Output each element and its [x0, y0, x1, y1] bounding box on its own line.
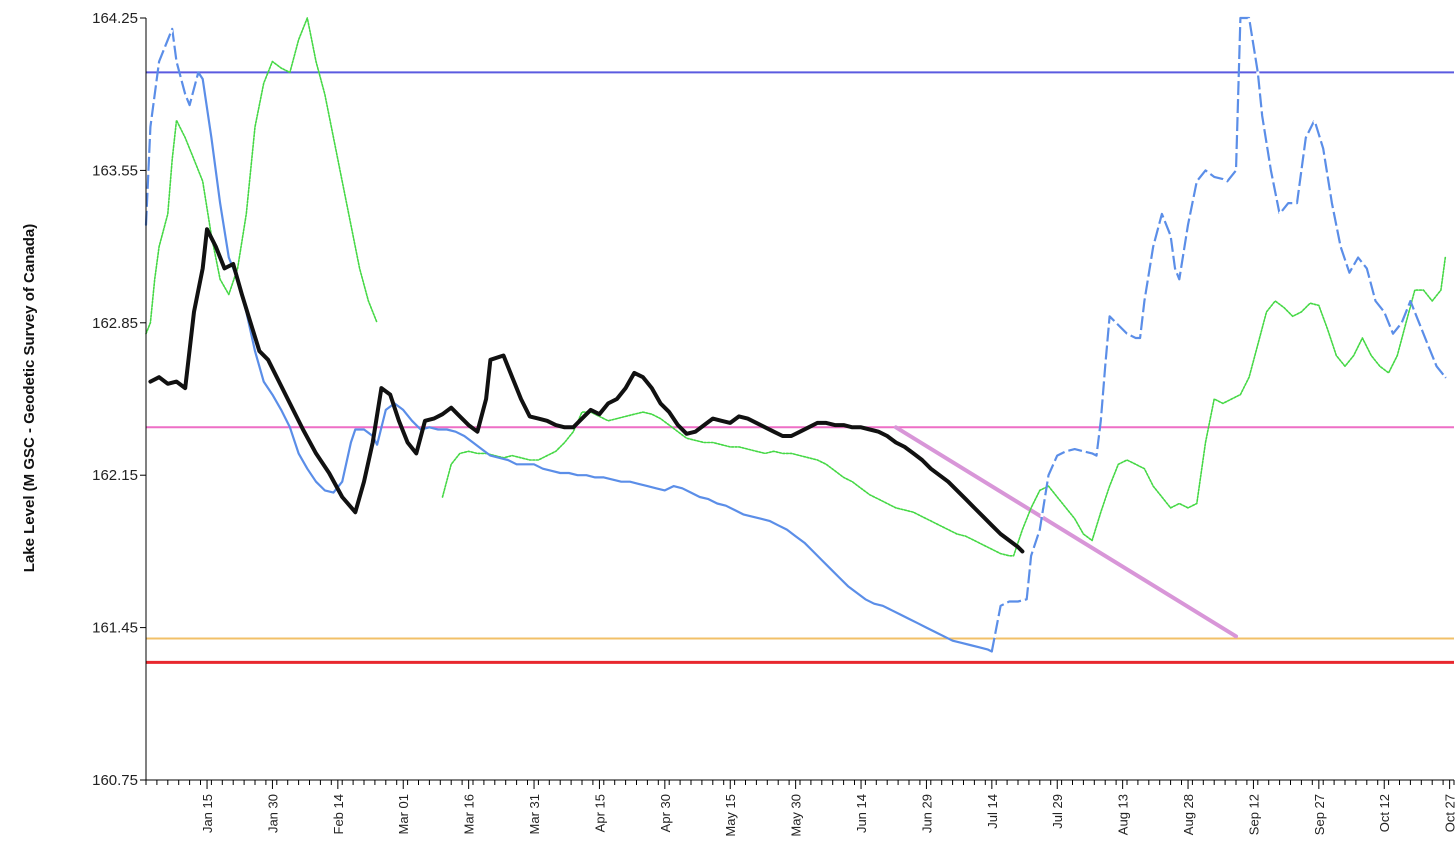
axes [145, 18, 1454, 781]
y-tick-label: 163.55 [92, 162, 138, 179]
x-tick-label: May 15 [723, 794, 738, 837]
series-line-1 [148, 227, 1025, 554]
y-tick-label: 164.25 [92, 10, 138, 27]
x-tick-label: Jul 14 [985, 794, 1000, 829]
x-tick-label: Aug 13 [1116, 794, 1131, 835]
x-tick-label: Aug 28 [1181, 794, 1196, 835]
y-ticks: 164.25 163.55 162.85 162.15 161.45 160.75 [92, 10, 146, 789]
y-tick-label: 162.15 [92, 467, 138, 484]
series-layer [144, 16, 1447, 653]
x-tick-label: Jul 29 [1050, 794, 1065, 829]
series-line-5 [893, 425, 1238, 639]
x-tick-label: May 30 [789, 794, 804, 837]
x-tick-label: Jun 14 [854, 794, 869, 833]
y-axis-title: Lake Level (M GSC - Geodetic Survey of C… [21, 224, 38, 572]
series-dash-gap-2 [144, 23, 204, 225]
x-tick-label: Jan 15 [200, 794, 215, 833]
y-tick-label: 160.75 [92, 772, 138, 789]
y-tick-label: 161.45 [92, 620, 138, 637]
x-tick-label: Sep 12 [1246, 794, 1261, 835]
x-ticks: Jan 15 Jan 30 Feb 14 Mar 01 Mar 16 Mar 31 Apr … [145, 780, 1456, 837]
x-tick-label: Oct 12 [1377, 794, 1392, 832]
x-tick-label: Feb 14 [331, 794, 346, 834]
reference-lines [146, 71, 1454, 664]
x-tick-label: Sep 27 [1312, 794, 1327, 835]
x-tick-label: Apr 15 [592, 794, 607, 832]
x-tick-label: Mar 31 [527, 794, 542, 834]
series-line-4 [441, 256, 1447, 557]
series-dash-gap-1 [990, 16, 1447, 652]
y-tick-label: 162.85 [92, 315, 138, 332]
x-tick-label: Apr 30 [658, 794, 673, 832]
series-line-3 [145, 17, 378, 335]
x-tick-label: Jun 29 [919, 794, 934, 833]
x-tick-label: Mar 16 [462, 794, 477, 834]
series-line-2 [144, 16, 1447, 653]
x-tick-label: Jan 30 [265, 794, 280, 833]
x-tick-label: Oct 27 [1443, 794, 1456, 832]
x-tick-label: Mar 01 [396, 794, 411, 834]
